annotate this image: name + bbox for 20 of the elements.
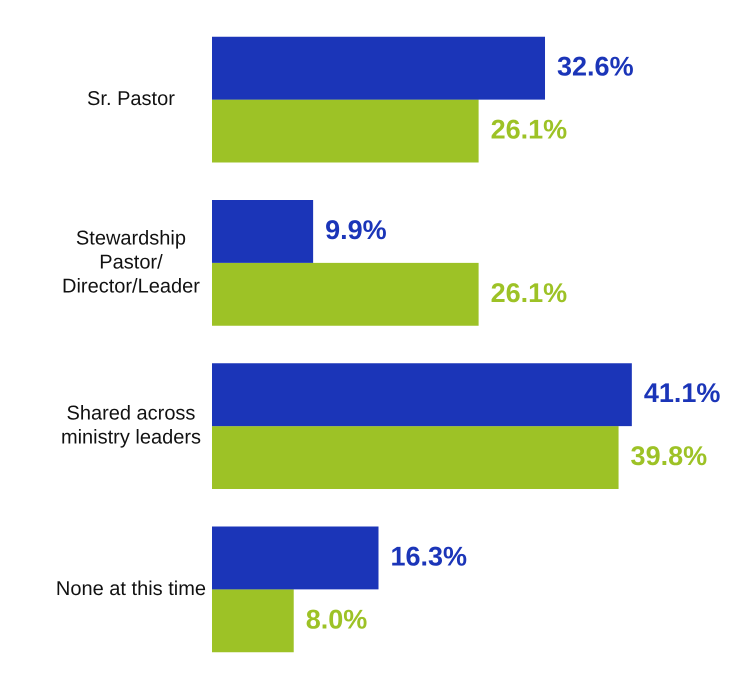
bar (212, 589, 294, 652)
y-tick-label: Sr. Pastor (87, 88, 176, 110)
data-label: 26.1% (490, 114, 568, 145)
bar (212, 200, 314, 263)
data-label: 41.1% (644, 378, 720, 408)
bar (212, 426, 619, 489)
data-label: 26.1% (490, 278, 568, 308)
data-label: 32.6% (557, 52, 634, 82)
data-label: 39.8% (630, 441, 708, 472)
bar (212, 262, 479, 326)
bar (212, 526, 379, 590)
bar (212, 100, 479, 162)
y-tick-label: None at this time (56, 578, 206, 600)
data-label: 9.9% (325, 214, 387, 245)
data-label: 8.0% (306, 604, 368, 634)
y-tick-label: Shared across ministry leaders (60, 402, 201, 449)
data-label: 16.3% (390, 541, 468, 572)
bar (212, 36, 546, 100)
y-tick-label: Stewardship Pastor/Director/Leader (62, 227, 200, 298)
bar (212, 363, 632, 426)
